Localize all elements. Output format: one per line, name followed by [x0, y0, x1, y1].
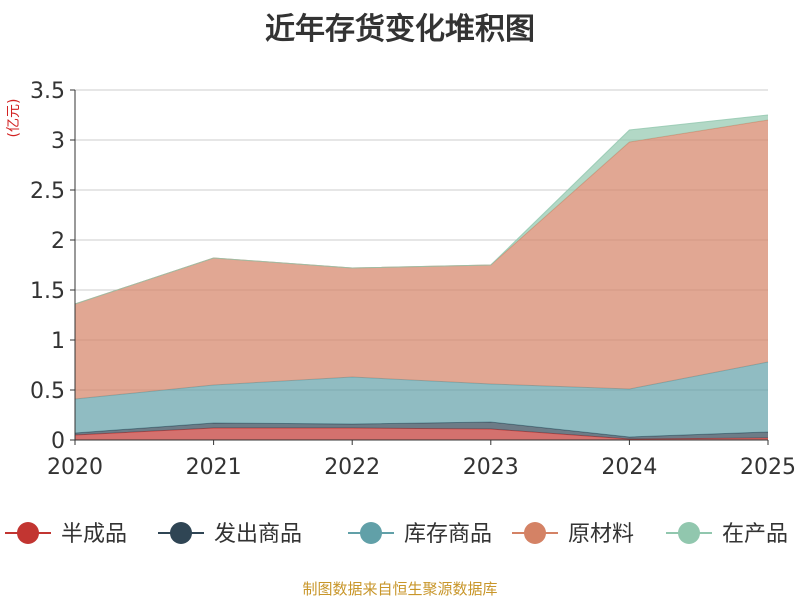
y-tick-label: 3.5: [30, 79, 65, 104]
legend: 半成品 发出商品 库存商品 原材料 在产品: [5, 522, 788, 547]
tick-labels: 0 0.5 1 1.5 2 2.5 3 3.5 2020 2021 2022 2023 2024 2025: [30, 79, 796, 480]
line-series-4: [74, 114, 769, 305]
y-tick-label: 2: [51, 229, 65, 254]
y-tick-label: 0.5: [30, 379, 65, 404]
y-tick-label: 2.5: [30, 179, 65, 204]
legend-marker-1: [170, 522, 192, 544]
area-series-2: [75, 362, 768, 437]
legend-label-0: 半成品: [61, 522, 127, 547]
legend-marker-3: [524, 522, 546, 544]
y-tick-label: 3: [51, 129, 65, 154]
legend-label-1: 发出商品: [214, 522, 302, 547]
x-tick-label: 2021: [186, 455, 242, 480]
stacked-areas: [74, 114, 769, 440]
axes: (亿元): [6, 90, 768, 441]
area-series-3: [75, 120, 768, 399]
chart-title: 近年存货变化堆积图: [265, 12, 535, 47]
x-tick-label: 2024: [601, 455, 657, 480]
y-tick-label: 1: [51, 329, 65, 354]
y-axis-unit-label: (亿元): [6, 99, 22, 138]
y-tick-label: 0: [51, 429, 65, 454]
y-tick-label: 1.5: [30, 279, 65, 304]
legend-marker-4: [678, 522, 700, 544]
x-tick-label: 2022: [324, 455, 380, 480]
legend-marker-2: [360, 522, 382, 544]
area-series-1: [75, 422, 768, 439]
legend-label-4: 在产品: [722, 522, 788, 547]
legend-label-3: 原材料: [568, 522, 634, 547]
legend-marker-0: [17, 522, 39, 544]
x-tick-label: 2025: [740, 455, 796, 480]
legend-label-2: 库存商品: [404, 522, 492, 547]
source-note: 制图数据来自恒生聚源数据库: [302, 580, 498, 598]
x-tick-label: 2023: [463, 455, 519, 480]
x-tick-label: 2020: [47, 455, 103, 480]
